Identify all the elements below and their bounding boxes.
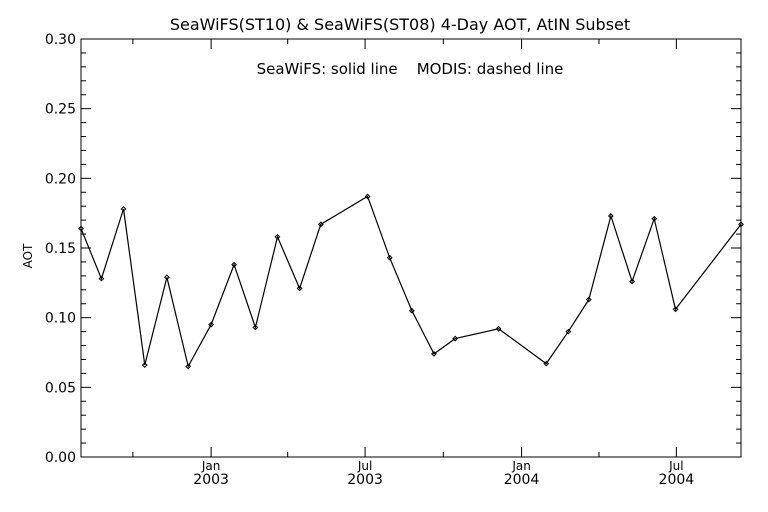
chart-title: SeaWiFS(ST10) & SeaWiFS(ST08) 4-Day AOT,… [170, 15, 630, 34]
data-point-marker [565, 328, 572, 335]
data-point-marker [386, 254, 393, 261]
x-tick-year-label: 2003 [193, 472, 229, 488]
y-tick-label: 0.00 [45, 450, 76, 466]
data-point-marker [651, 215, 658, 222]
data-point-marker [629, 278, 636, 285]
x-tick-month-label: Jan [511, 459, 531, 473]
data-point-marker [738, 221, 744, 228]
data-point-marker [163, 274, 170, 281]
y-axis-label: AOT [21, 243, 35, 268]
y-tick-label: 0.15 [45, 241, 76, 257]
data-point-marker [452, 335, 459, 342]
data-point-marker [231, 261, 237, 268]
data-point-marker [317, 221, 324, 228]
x-tick-month-label: Jul [357, 459, 372, 473]
data-point-marker [364, 193, 371, 200]
data-point-marker [120, 206, 127, 212]
data-point-marker [274, 233, 281, 240]
data-point-marker [296, 285, 303, 292]
data-point-marker [543, 360, 550, 367]
data-series [78, 193, 744, 370]
data-point-marker [185, 363, 192, 370]
y-tick-label: 0.10 [45, 311, 76, 327]
data-point-marker [408, 307, 415, 314]
x-tick-year-label: 2004 [659, 472, 695, 488]
data-point-marker [98, 275, 105, 282]
series-line [80, 195, 742, 369]
data-point-marker [208, 321, 215, 328]
data-point-marker [585, 296, 592, 303]
y-tick-label: 0.25 [45, 102, 76, 118]
data-point-marker [431, 350, 437, 357]
data-point-marker [607, 213, 614, 219]
data-point-marker [672, 306, 679, 313]
x-tick-year-label: 2003 [347, 472, 383, 488]
x-tick-year-label: 2004 [504, 472, 540, 488]
y-tick-label: 0.20 [45, 171, 76, 187]
plot-frame [80, 38, 742, 458]
data-point-marker [252, 324, 259, 331]
data-point-marker [141, 362, 148, 368]
data-point-marker [495, 325, 502, 332]
y-tick-label: 0.05 [45, 380, 76, 396]
plot-axes: 0.000.050.100.150.200.250.30Jan2003Jul20… [45, 32, 742, 488]
x-tick-month-label: Jan [201, 459, 221, 473]
line-style-annotation: SeaWiFS: solid line MODIS: dashed line [257, 60, 564, 78]
x-tick-month-label: Jul [668, 459, 683, 473]
y-tick-label: 0.30 [45, 32, 76, 48]
data-point-marker [78, 225, 84, 232]
